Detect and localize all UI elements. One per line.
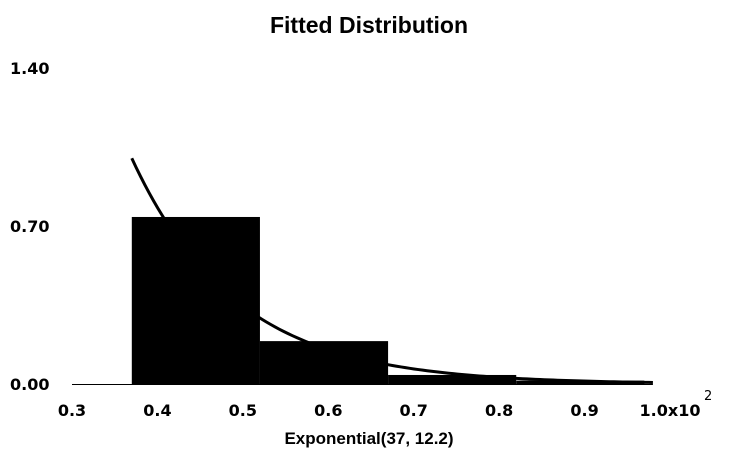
y-axis-ticks: 0.00 0.70 1.40 bbox=[10, 59, 49, 394]
x-tick-label: 0.5 bbox=[229, 401, 257, 420]
chart-title: Fitted Distribution bbox=[270, 12, 468, 38]
x-tick-label: 0.6 bbox=[314, 401, 342, 420]
x-tick-label: 0.3 bbox=[58, 401, 86, 420]
y-tick-label: 0.70 bbox=[10, 217, 49, 236]
x-tick-label: 0.7 bbox=[400, 401, 428, 420]
x-tick-label: 0.8 bbox=[485, 401, 513, 420]
histogram-bars bbox=[131, 216, 645, 384]
fitted-curve-layer bbox=[130, 157, 653, 384]
x-axis-ticks: 0.3 0.4 0.5 0.6 0.7 0.8 0.9 1.0x10 bbox=[58, 401, 701, 420]
x-tick-label: 1.0x10 bbox=[640, 401, 701, 420]
y-tick-label: 0.00 bbox=[10, 375, 49, 394]
x-tick-label: 0.4 bbox=[143, 401, 171, 420]
histogram-bar-3 bbox=[388, 374, 517, 384]
histogram-bar-1 bbox=[131, 216, 260, 384]
fitted-exponential-curve bbox=[130, 157, 653, 384]
x-axis-label: Exponential(37, 12.2) bbox=[284, 429, 453, 448]
x-tick-label: 0.9 bbox=[570, 401, 598, 420]
x-axis-scale-exponent: 2 bbox=[704, 389, 712, 404]
y-tick-label: 1.40 bbox=[10, 59, 49, 78]
